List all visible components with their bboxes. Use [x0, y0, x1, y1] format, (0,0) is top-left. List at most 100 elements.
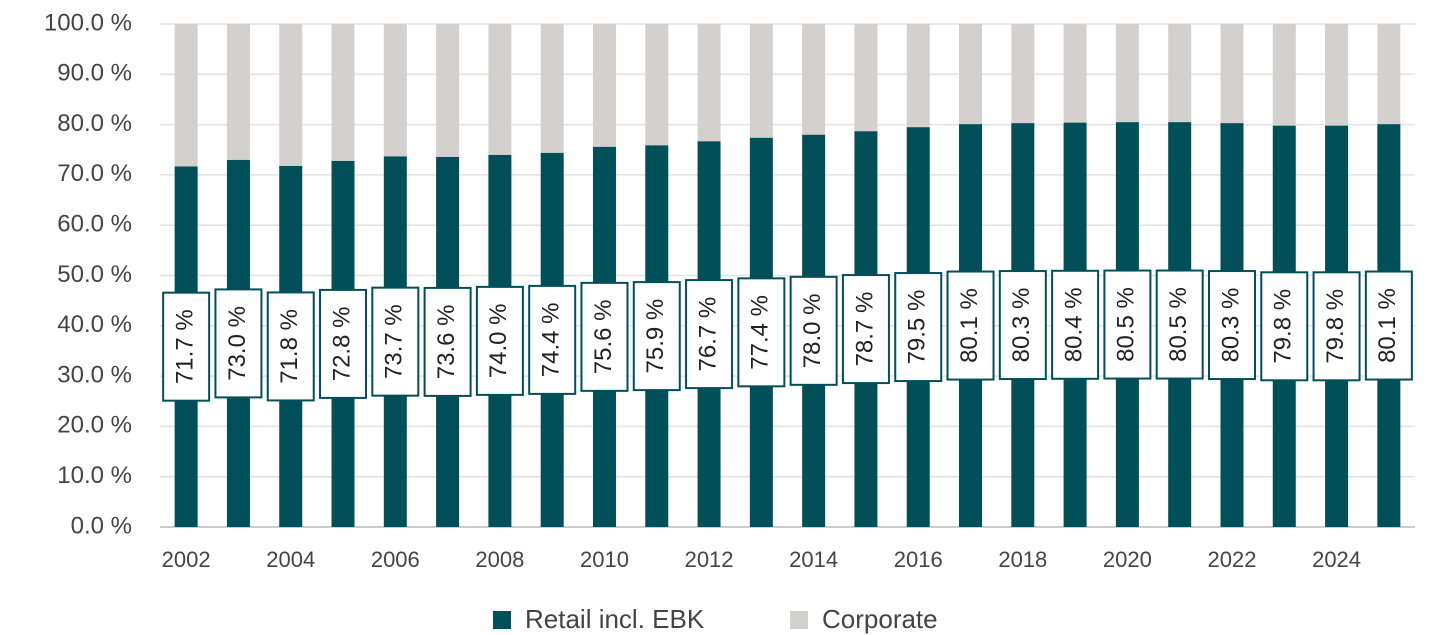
- bar-segment: [540, 24, 564, 153]
- bar-segment: [1063, 24, 1087, 123]
- y-tick-label: 50.0 %: [57, 261, 132, 288]
- value-label-box: [1103, 269, 1152, 380]
- legend-swatch: [790, 611, 808, 629]
- value-label: 73.6 %: [433, 305, 460, 380]
- legend-swatch: [493, 611, 511, 629]
- value-label: 80.4 %: [1060, 287, 1087, 362]
- bar-segment: [383, 24, 407, 157]
- value-label-box: [1260, 271, 1309, 382]
- value-label-box: [371, 286, 420, 397]
- y-tick-label: 30.0 %: [57, 361, 132, 388]
- x-tick-label: 2016: [894, 547, 943, 572]
- value-label: 80.5 %: [1165, 287, 1192, 362]
- value-label-box: [998, 270, 1047, 381]
- value-label: 74.4 %: [538, 303, 565, 378]
- value-label: 73.7 %: [381, 304, 408, 379]
- value-label: 75.6 %: [590, 300, 617, 375]
- x-tick-label: 2020: [1103, 547, 1152, 572]
- y-tick-label: 0.0 %: [71, 512, 132, 539]
- y-tick-label: 70.0 %: [57, 160, 132, 187]
- bar-segment: [854, 24, 878, 132]
- bar-segment: [279, 24, 303, 166]
- value-label-box: [737, 277, 786, 388]
- bar-segment: [1220, 24, 1244, 124]
- bar-segment: [959, 24, 983, 125]
- bar-segment: [1011, 24, 1035, 124]
- value-label-box: [319, 288, 368, 399]
- value-label-box: [1051, 269, 1100, 380]
- bar-segment: [1168, 24, 1192, 123]
- legend-label: Corporate: [822, 604, 938, 634]
- value-label: 72.8 %: [328, 307, 355, 382]
- y-tick-label: 60.0 %: [57, 211, 132, 238]
- bar-segment: [906, 24, 930, 128]
- value-label: 79.8 %: [1322, 289, 1349, 364]
- bar-segment: [226, 24, 250, 160]
- value-label: 73.0 %: [224, 306, 251, 381]
- value-label: 80.1 %: [1374, 288, 1401, 363]
- y-tick-label: 90.0 %: [57, 60, 132, 87]
- bar-segment: [1115, 24, 1139, 123]
- value-label-box: [1364, 270, 1413, 381]
- x-tick-label: 2022: [1208, 547, 1257, 572]
- value-label: 80.3 %: [1008, 288, 1035, 363]
- value-label-box: [580, 281, 629, 392]
- bar-segment: [488, 24, 512, 155]
- value-label-box: [475, 285, 524, 396]
- value-label: 78.7 %: [851, 292, 878, 367]
- y-tick-label: 40.0 %: [57, 311, 132, 338]
- value-label-box: [266, 291, 315, 402]
- value-label: 75.9 %: [642, 299, 669, 374]
- x-tick-label: 2006: [371, 547, 420, 572]
- y-tick-label: 20.0 %: [57, 412, 132, 439]
- value-label-box: [894, 272, 943, 383]
- y-tick-label: 10.0 %: [57, 462, 132, 489]
- bar-segment: [331, 24, 355, 161]
- value-label: 78.0 %: [799, 293, 826, 368]
- value-label-box: [632, 281, 681, 392]
- x-tick-label: 2008: [475, 547, 524, 572]
- value-label-box: [841, 274, 890, 385]
- value-label-box: [423, 286, 472, 397]
- x-tick-label: 2002: [162, 547, 211, 572]
- x-tick-label: 2010: [580, 547, 629, 572]
- bar-segment: [697, 24, 721, 142]
- bar-segment: [436, 24, 460, 157]
- value-label-box: [162, 291, 211, 402]
- bar-segment: [1377, 24, 1401, 125]
- value-label: 77.4 %: [747, 295, 774, 370]
- bar-segment: [645, 24, 669, 146]
- legend-label: Retail incl. EBK: [525, 604, 705, 634]
- value-label: 76.7 %: [694, 297, 721, 372]
- value-label-box: [1312, 271, 1361, 382]
- bar-segment: [592, 24, 616, 147]
- bar-segment: [1272, 24, 1296, 126]
- value-label: 74.0 %: [485, 304, 512, 379]
- value-label: 80.3 %: [1217, 288, 1244, 363]
- bar-segment: [802, 24, 826, 135]
- value-label-box: [685, 279, 734, 390]
- y-tick-label: 100.0 %: [44, 9, 132, 36]
- bar-segment: [1325, 24, 1349, 126]
- value-label-box: [214, 288, 263, 399]
- value-label-box: [1155, 269, 1204, 380]
- x-tick-label: 2014: [789, 547, 838, 572]
- value-label-box: [789, 275, 838, 386]
- x-tick-label: 2012: [685, 547, 734, 572]
- y-tick-label: 80.0 %: [57, 110, 132, 137]
- bar-segment: [174, 24, 198, 167]
- value-label-box: [946, 270, 995, 381]
- bar-segment: [749, 24, 773, 138]
- value-label: 79.5 %: [904, 290, 931, 365]
- x-tick-label: 2024: [1312, 547, 1361, 572]
- value-label: 79.8 %: [1270, 289, 1297, 364]
- value-label: 71.7 %: [171, 309, 198, 384]
- value-label: 80.1 %: [956, 288, 983, 363]
- value-label: 80.5 %: [1113, 287, 1140, 362]
- x-tick-label: 2004: [266, 547, 315, 572]
- value-label-box: [1207, 270, 1256, 381]
- value-label: 71.8 %: [276, 309, 303, 384]
- x-tick-label: 2018: [998, 547, 1047, 572]
- value-label-box: [528, 284, 577, 395]
